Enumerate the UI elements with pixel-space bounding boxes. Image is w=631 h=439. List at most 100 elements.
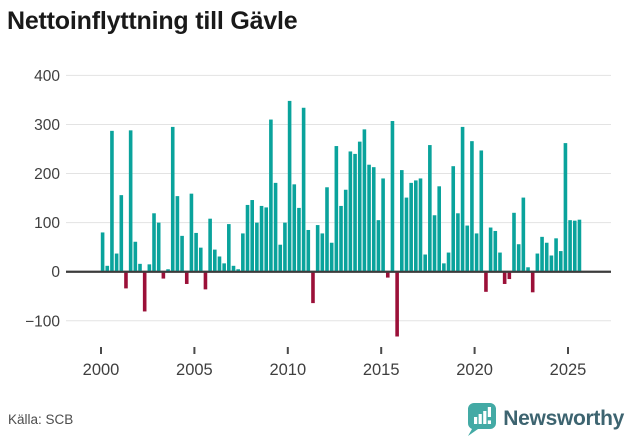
bar [138, 263, 142, 272]
bar [353, 153, 357, 272]
bar [105, 265, 110, 272]
bar [404, 197, 409, 272]
bar [516, 244, 521, 272]
bar [287, 100, 292, 272]
x-axis-label: 2025 [550, 361, 587, 379]
bar [166, 269, 170, 272]
bar [577, 219, 582, 272]
bar [376, 220, 381, 272]
bar [442, 263, 446, 272]
bar [512, 212, 516, 272]
bar [470, 141, 474, 272]
bar [428, 145, 432, 272]
bar [423, 254, 427, 272]
bar [540, 236, 544, 272]
bar [367, 164, 371, 272]
x-axis-label: 2020 [456, 361, 493, 379]
bar-chart: 400 300 200 100 0 −100 2000 2005 2010 2015 2020 202… [25, 68, 611, 379]
bar [278, 244, 283, 272]
bar [446, 252, 451, 272]
bar [371, 167, 376, 272]
y-axis-label: 400 [34, 68, 60, 85]
bar [147, 264, 152, 272]
bar [549, 255, 554, 272]
bar [124, 271, 128, 289]
bar [554, 238, 558, 272]
bar [409, 182, 413, 272]
bar [385, 271, 390, 278]
bar [292, 184, 297, 272]
bar [418, 178, 423, 272]
newsworthy-logo: Newsworthy [467, 402, 624, 436]
y-axis-label: −100 [25, 313, 60, 330]
bar [152, 213, 156, 272]
bar [456, 213, 460, 272]
bar [119, 195, 124, 272]
x-axis-label: 2010 [269, 361, 306, 379]
bar [544, 242, 549, 272]
bar [110, 130, 114, 272]
bar [264, 207, 269, 272]
bar [348, 151, 353, 272]
bar [530, 271, 535, 293]
bar [493, 230, 498, 272]
bar [437, 186, 441, 272]
bar [128, 130, 133, 272]
bar [245, 204, 250, 272]
bar [343, 189, 348, 272]
bar [203, 271, 208, 290]
bar [535, 253, 540, 272]
bar [362, 129, 367, 272]
bar [273, 182, 278, 272]
y-axis-label: 0 [51, 264, 60, 281]
x-axis-label: 2000 [83, 361, 120, 379]
bar [465, 225, 470, 272]
bar [563, 143, 568, 272]
bar [414, 180, 418, 272]
bar [255, 222, 259, 272]
speech-bubble-shape [468, 403, 497, 436]
bar [198, 247, 203, 272]
bar [460, 126, 465, 272]
bar [390, 121, 395, 272]
bar [208, 218, 212, 272]
bar [568, 220, 572, 272]
y-axis-label: 100 [34, 215, 60, 232]
bar [311, 271, 315, 304]
bar [241, 233, 245, 272]
bar [498, 252, 502, 272]
chart-title: Nettoinflyttning till Gävle [7, 7, 298, 35]
bar [521, 197, 526, 272]
bar [161, 271, 166, 279]
bar [250, 200, 254, 272]
x-axis-label: 2015 [363, 361, 400, 379]
bar [194, 232, 198, 272]
bar [502, 271, 507, 284]
bar [170, 126, 175, 272]
bar [357, 141, 362, 272]
y-axis-label: 200 [34, 166, 60, 183]
bar [283, 222, 287, 272]
bar [484, 271, 488, 292]
bar [381, 178, 385, 272]
bar [451, 166, 456, 272]
source-text: Källa: SCB [8, 412, 74, 427]
newsworthy-logo-icon [468, 403, 497, 436]
x-axis-label: 2005 [176, 361, 213, 379]
bar [184, 271, 189, 284]
bar [142, 271, 147, 312]
y-axis-label: 300 [34, 117, 60, 134]
bar [488, 227, 493, 272]
bar [400, 170, 404, 272]
bar [325, 187, 329, 272]
bar [231, 265, 236, 272]
newsworthy-logo-text: Newsworthy [503, 407, 624, 430]
bar [572, 220, 577, 272]
bar [175, 196, 180, 272]
bar [339, 205, 343, 272]
bar [180, 235, 184, 272]
bar [114, 253, 119, 272]
bar [100, 232, 105, 272]
bar [395, 271, 399, 337]
